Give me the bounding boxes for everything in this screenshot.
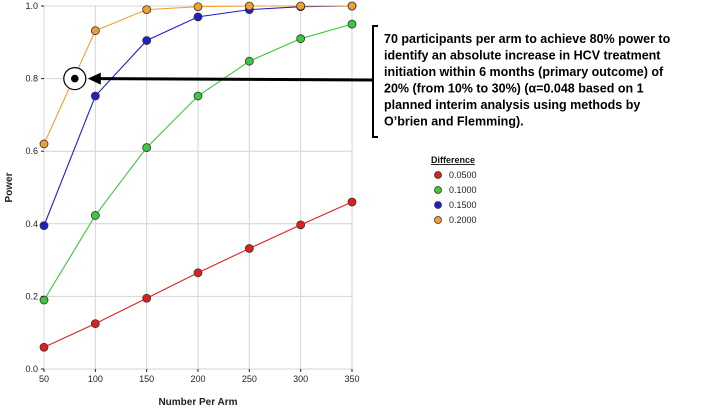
legend-entry: 0.1500 [449,200,477,210]
data-point [193,2,203,12]
data-point [90,91,100,101]
data-point [296,220,306,230]
highlight-dot [71,74,79,83]
y-tick-label: 0.0 [25,364,38,374]
legend-entry: 0.1000 [449,185,477,195]
annotation-line: initiation within 6 months (primary outc… [384,65,664,79]
data-point [90,319,100,329]
data-point [347,19,357,29]
annotation-line: 20% (from 10% to 30%) (α=0.048 based on … [384,82,644,96]
annotation: 70 participants per arm to achieve 80% p… [372,25,671,138]
y-tick-label: 0.2 [25,291,38,301]
data-point [244,1,254,11]
x-axis-ticks: 50 100 150 200 250 300 350 [39,369,360,384]
series-0.0500 [39,197,357,352]
gridlines [43,5,353,370]
data-point [244,244,254,253]
y-tick-label: 0.8 [25,74,38,84]
annotation-line: planned interim analysis using methods b… [384,98,640,112]
legend-entry: 0.2000 [449,215,477,225]
x-tick-label: 250 [242,374,257,384]
y-axis-ticks: 0.0 0.2 0.4 0.6 0.8 1.0 [25,1,44,374]
x-tick-label: 350 [344,374,359,384]
data-point [90,211,100,220]
y-tick-label: 1.0 [25,1,38,11]
data-point [347,197,357,207]
x-tick-label: 200 [190,374,205,384]
data-point [142,143,152,152]
highlight-marker [63,66,373,91]
y-tick-label: 0.4 [25,219,38,229]
data-point [142,36,152,45]
y-tick-label: 0.6 [25,146,38,156]
data-point [142,293,152,303]
x-tick-label: 100 [88,374,103,384]
data-point [296,1,306,11]
annotation-bracket [372,25,378,138]
data-point [90,26,100,36]
data-point [193,12,203,22]
annotation-line: O’brien and Flemming). [384,115,524,129]
legend: Difference 0.0500 0.1000 0.1500 0.2000 [431,155,477,225]
series-0.2000 [39,1,357,149]
series-0.1000 [39,19,357,305]
legend-entry: 0.0500 [449,170,477,180]
data-point [39,221,49,231]
legend-swatch [434,171,442,179]
legend-swatch [434,201,442,209]
series-layer [39,1,357,352]
data-point [39,295,49,305]
annotation-line: 70 participants per arm to achieve 80% p… [384,32,671,46]
data-point [142,5,152,15]
data-point [296,34,306,44]
data-point [193,268,203,278]
x-axis-label: Number Per Arm [158,397,237,408]
arrow-head [87,72,101,85]
legend-title: Difference [431,155,475,165]
x-tick-label: 50 [39,374,49,384]
data-point [193,91,203,101]
legend-swatch [434,216,442,224]
annotation-line: identify an absolute increase in HCV tre… [384,49,661,63]
legend-swatch [434,186,442,194]
data-point [39,139,49,149]
data-point [39,342,49,352]
x-tick-label: 300 [293,374,308,384]
arrow-shaft [96,77,373,82]
data-point [347,1,357,11]
data-point [244,56,254,66]
x-tick-label: 150 [139,374,154,384]
y-axis-label: Power [4,172,15,202]
